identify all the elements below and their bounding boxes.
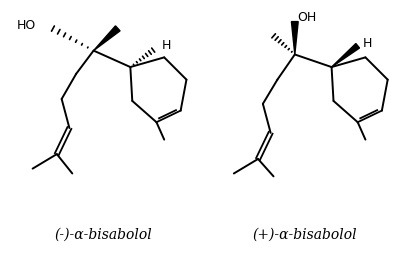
Text: H: H (161, 39, 171, 52)
Polygon shape (94, 26, 120, 51)
Polygon shape (292, 22, 298, 55)
Text: (-)-α-bisabolol: (-)-α-bisabolol (54, 227, 152, 241)
Text: H: H (362, 37, 372, 50)
Text: HO: HO (16, 19, 36, 32)
Polygon shape (332, 44, 360, 67)
Text: (+)-α-bisabolol: (+)-α-bisabolol (252, 227, 357, 241)
Text: OH: OH (298, 11, 317, 24)
